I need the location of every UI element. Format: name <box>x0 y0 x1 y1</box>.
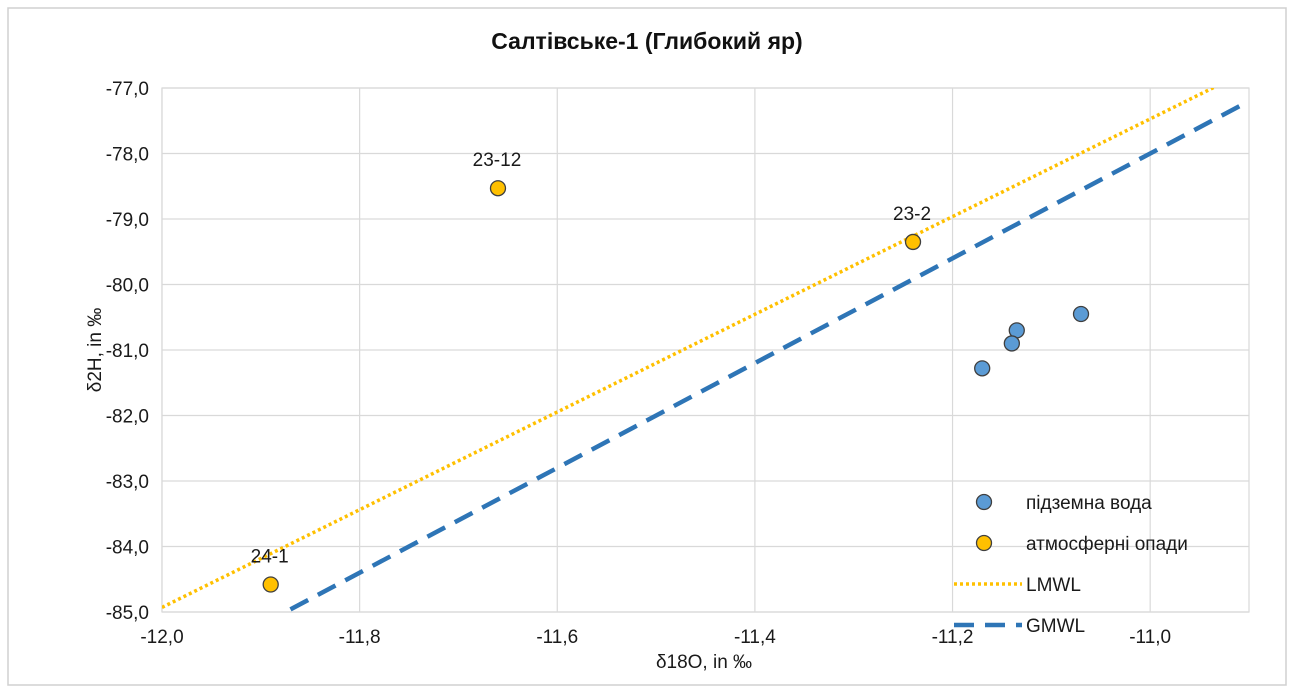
legend-label: підземна вода <box>1026 493 1152 514</box>
y-tick-label: -80,0 <box>106 276 149 297</box>
precipitation-point-1 <box>904 233 922 251</box>
y-axis-ticks: -77,0 -78,0 -79,0 -80,0 -81,0 -82,0 -83,0 -84,0… <box>106 79 149 624</box>
y-tick-label: -85,0 <box>106 603 149 624</box>
y-tick-label: -81,0 <box>106 341 149 362</box>
grid <box>161 87 1250 613</box>
legend: підземна вода атмосферні опади LMWL GMWL <box>954 493 1188 637</box>
precipitation-point-2 <box>262 576 279 593</box>
legend-label: LMWL <box>1026 575 1081 596</box>
chart-title: Салтівське-1 (Глибокий яр) <box>491 28 802 54</box>
data-points: 23-12 23-2 24-1 <box>251 150 1090 593</box>
x-tick-label: -11,0 <box>1129 627 1171 648</box>
y-tick-label: -84,0 <box>106 538 149 559</box>
plot-area-border <box>161 87 1250 613</box>
lmwl-line <box>162 88 1217 609</box>
groundwater-point-0 <box>1072 305 1090 323</box>
legend-marker-1 <box>975 534 993 552</box>
y-tick-label: -78,0 <box>106 145 149 166</box>
y-tick-label: -82,0 <box>106 407 149 428</box>
mwl-lines <box>162 88 1249 612</box>
legend-label: GMWL <box>1026 616 1085 637</box>
chart-border <box>7 7 1287 686</box>
y-tick-label: -79,0 <box>106 210 149 231</box>
x-tick-label: -11,2 <box>932 627 974 648</box>
groundwater-point-2 <box>1003 335 1020 352</box>
x-tick-label: -11,6 <box>536 627 578 648</box>
legend-marker-0 <box>975 493 993 511</box>
y-axis-title: δ2H, in ‰ <box>85 308 106 393</box>
point-label: 23-2 <box>893 204 931 225</box>
x-tick-label: -12,0 <box>140 627 183 648</box>
x-axis-title: δ18O, in ‰ <box>656 652 752 673</box>
gmwl-line <box>289 99 1249 612</box>
y-tick-label: -77,0 <box>106 79 149 100</box>
precipitation-point-0 <box>489 180 507 197</box>
groundwater-point-3 <box>974 360 991 377</box>
y-tick-label: -83,0 <box>106 472 149 493</box>
point-label: 24-1 <box>251 546 289 567</box>
legend-label: атмосферні опади <box>1026 534 1188 555</box>
point-label: 23-12 <box>473 150 522 171</box>
x-tick-label: -11,4 <box>734 627 776 648</box>
x-axis-ticks: -12,0 -11,8 -11,6 -11,4 -11,2 -11,0 <box>140 627 1171 648</box>
x-tick-label: -11,8 <box>339 627 381 648</box>
